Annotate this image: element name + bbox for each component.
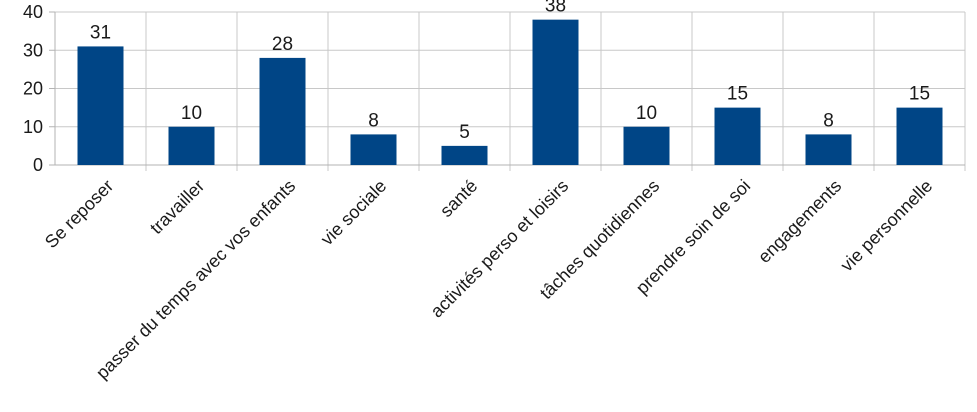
bar xyxy=(259,57,306,165)
data-label: 10 xyxy=(181,103,202,124)
bar xyxy=(441,145,488,165)
bars xyxy=(77,19,943,166)
bar xyxy=(168,126,215,165)
y-axis-ticks: 0 10 20 30 40 xyxy=(23,2,43,175)
bar xyxy=(532,19,579,166)
data-label: 10 xyxy=(636,103,657,124)
y-tick-label: 30 xyxy=(23,40,43,60)
y-tick-label: 40 xyxy=(23,2,43,22)
data-label: 8 xyxy=(823,110,834,131)
category-label: santé xyxy=(436,176,481,221)
bar xyxy=(805,134,852,165)
category-label: travailler xyxy=(146,176,208,238)
data-label: 5 xyxy=(459,122,470,143)
y-tick-label: 20 xyxy=(23,79,43,99)
category-label: engagements xyxy=(754,176,845,267)
y-tick-label: 10 xyxy=(23,117,43,137)
bar xyxy=(714,107,761,165)
data-label: 15 xyxy=(727,84,748,105)
bar xyxy=(77,46,124,165)
data-label: 31 xyxy=(90,22,111,43)
data-label: 38 xyxy=(545,0,566,17)
bar xyxy=(350,134,397,165)
data-label: 8 xyxy=(368,110,379,131)
category-label: passer du temps avec vos enfants xyxy=(92,176,299,383)
data-label: 15 xyxy=(909,84,930,105)
bar xyxy=(896,107,943,165)
data-label: 28 xyxy=(272,34,293,55)
bar xyxy=(623,126,670,165)
category-label: vie personnelle xyxy=(837,176,937,276)
category-label: Se reposer xyxy=(41,176,117,252)
category-label: vie sociale xyxy=(317,176,391,250)
data-labels: 31 10 28 8 5 38 10 15 8 15 xyxy=(90,0,930,143)
y-tick-label: 0 xyxy=(33,155,43,175)
